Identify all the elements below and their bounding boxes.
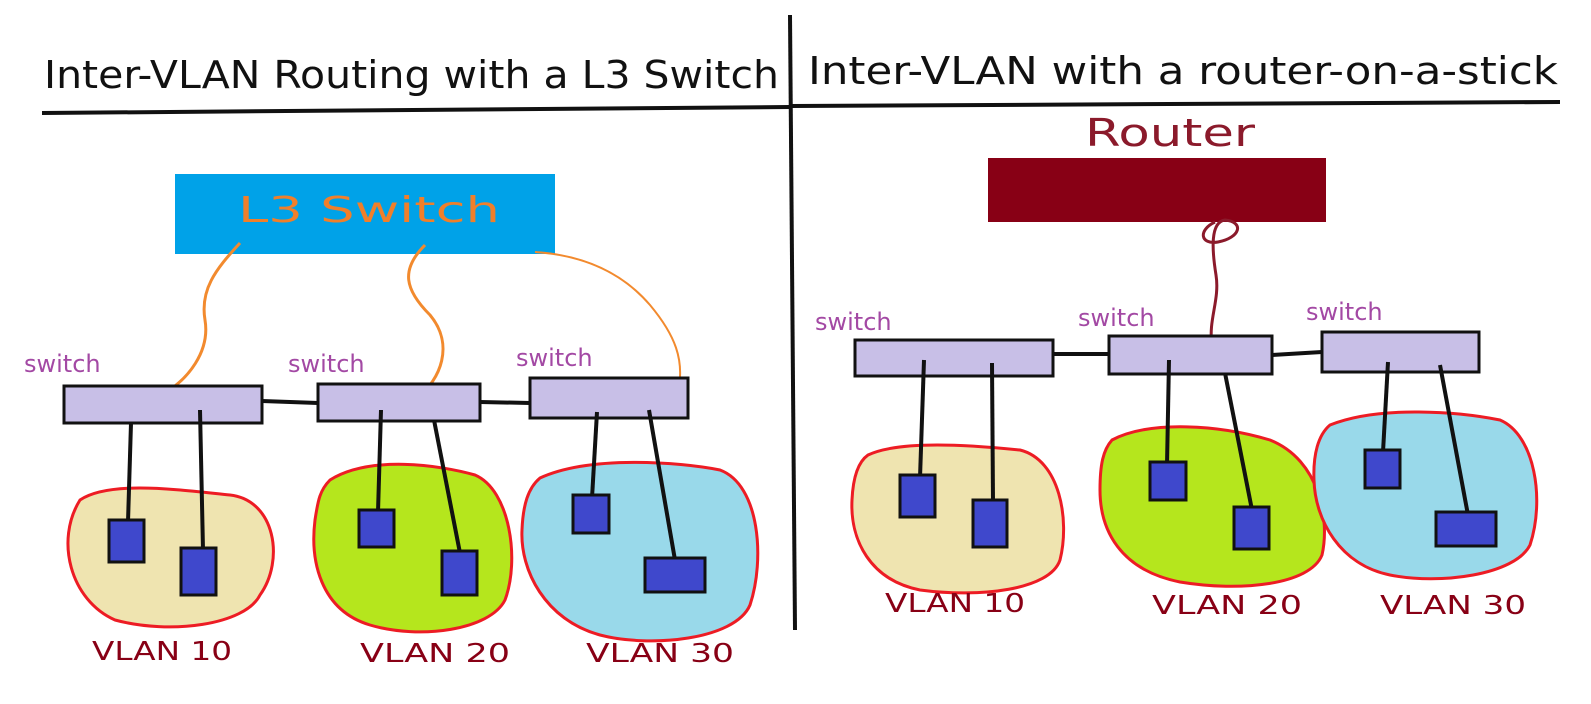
right-host-link xyxy=(1438,364,1470,516)
right-switch-1-label: switch xyxy=(815,308,892,336)
left-host-link xyxy=(376,409,383,513)
left-uplink-2 xyxy=(407,243,445,399)
right-vlan30-host-1 xyxy=(1363,448,1402,490)
right-switch-3 xyxy=(1320,330,1481,374)
right-host-link xyxy=(1223,372,1254,511)
right-vlan20-label: VLAN 20 xyxy=(1152,591,1302,621)
left-uplink-3 xyxy=(534,251,682,393)
right-panel: Router switch switch switch VLAN 10 VLAN… xyxy=(815,111,1539,621)
left-switch-link-1 xyxy=(261,399,319,405)
left-switch-1 xyxy=(62,384,264,425)
left-title-underline xyxy=(41,105,791,115)
l3-switch-label: L3 Switch xyxy=(238,190,500,231)
left-switch-3 xyxy=(528,376,690,420)
left-vlan10-label: VLAN 10 xyxy=(92,637,232,667)
right-vlan30-host-2 xyxy=(1434,510,1498,548)
router-label: Router xyxy=(1085,111,1255,155)
left-vlan30-label: VLAN 30 xyxy=(586,639,734,669)
right-vlan10-label: VLAN 10 xyxy=(885,589,1025,619)
right-title: Inter-VLAN with a router-on-a-stick xyxy=(808,49,1558,93)
right-vlan20-host-1 xyxy=(1148,460,1188,502)
right-vlan20-host-2 xyxy=(1232,505,1271,551)
right-vlan20-blob xyxy=(1098,425,1326,588)
left-switch-2-label: switch xyxy=(288,350,365,378)
right-switch-2-label: switch xyxy=(1078,304,1155,332)
left-host-link xyxy=(126,422,133,523)
left-title: Inter-VLAN Routing with a L3 Switch xyxy=(44,53,779,97)
right-vlan30-label: VLAN 30 xyxy=(1380,591,1526,621)
right-switch-link-2 xyxy=(1271,350,1323,357)
right-switch-1 xyxy=(853,338,1055,378)
left-vlan20-host-2 xyxy=(440,549,479,597)
left-switch-3-label: switch xyxy=(516,344,593,372)
right-vlan10-blob xyxy=(850,443,1066,595)
right-host-link xyxy=(1165,359,1171,466)
left-vlan10-blob xyxy=(66,486,275,629)
right-vlan30-blob xyxy=(1312,410,1539,581)
right-vlan10-host-2 xyxy=(971,498,1009,549)
left-switch-1-label: switch xyxy=(24,350,101,378)
left-uplink-1 xyxy=(157,241,242,399)
left-host-link xyxy=(590,411,599,499)
right-switch-2 xyxy=(1107,334,1274,376)
router-trunk-cable xyxy=(1201,218,1239,353)
left-vlan20-blob xyxy=(312,462,514,634)
right-vlan10-host-1 xyxy=(898,473,937,519)
left-switch-2 xyxy=(316,382,482,423)
right-title-underline xyxy=(791,100,1561,108)
left-host-link xyxy=(198,409,205,551)
left-vlan30-host-2 xyxy=(643,556,707,594)
l3-switch-box xyxy=(175,174,555,254)
left-host-link xyxy=(432,419,462,554)
left-vlan20-label: VLAN 20 xyxy=(360,639,510,669)
left-panel: L3 Switch switch switch switch VLAN 10 xyxy=(24,174,760,669)
left-switch-link-2 xyxy=(479,400,531,405)
left-vlan20-host-1 xyxy=(357,508,396,549)
left-vlan30-blob xyxy=(520,460,760,643)
vertical-divider xyxy=(788,14,797,631)
left-vlan30-host-1 xyxy=(571,493,611,535)
left-vlan10-host-2 xyxy=(179,546,218,597)
right-switch-3-label: switch xyxy=(1306,298,1383,326)
right-host-link xyxy=(1381,361,1390,453)
left-host-link xyxy=(647,409,677,561)
left-vlan10-host-1 xyxy=(107,518,146,564)
right-host-link xyxy=(918,359,926,479)
router-box xyxy=(988,158,1326,222)
right-host-link xyxy=(990,362,995,503)
